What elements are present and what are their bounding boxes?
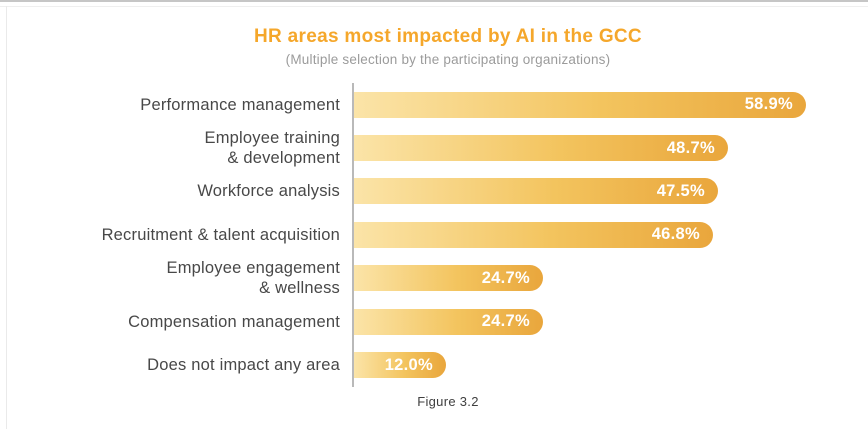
value-label: 24.7% [481,268,530,287]
bar-row-no-impact: Does not impact any area 12.0% [0,343,868,387]
bar-no-impact: 12.0% [354,352,446,379]
bar-chart: Performance management 58.9% Employee tr… [0,83,868,387]
chart-header: HR areas most impacted by AI in the GCC … [14,0,868,67]
chart-title: HR areas most impacted by AI in the GCC [254,26,642,47]
bar-row-recruitment: Recruitment & talent acquisition 46.8% [0,213,868,257]
axis-line: 24.7% [352,256,868,300]
axis-line: 46.8% [352,213,868,257]
value-label: 24.7% [481,312,530,331]
bar-performance-management: 58.9% [354,91,806,118]
axis-line: 12.0% [352,343,868,387]
page-edge-top [0,0,868,2]
value-label: 48.7% [666,138,715,157]
category-label: Recruitment & talent acquisition [101,225,340,244]
category-label: Does not impact any area [147,356,340,375]
category-label: Workforce analysis [197,182,340,201]
bar-recruitment: 46.8% [354,221,713,248]
bar-row-employee-engagement: Employee engagement & wellness 24.7% [0,256,868,300]
value-label: 12.0% [384,355,433,374]
axis-line: 47.5% [352,169,868,214]
axis-line: 24.7% [352,299,868,344]
axis-line: 58.9% [352,83,868,127]
value-label: 46.8% [651,225,700,244]
figure-caption: Figure 3.2 [417,393,479,409]
category-label: Performance management [140,95,340,114]
bar-row-workforce-analysis: Workforce analysis 47.5% [0,169,868,214]
page-edge-top-faint [0,6,868,7]
chart-subtitle: (Multiple selection by the participating… [285,52,611,67]
bar-row-employee-training: Employee training & development 48.7% [0,126,868,170]
bar-row-compensation: Compensation management 24.7% [0,299,868,344]
category-label: Employee training & development [204,129,340,168]
page-edge-left [6,6,7,429]
bar-workforce-analysis: 47.5% [354,178,718,205]
bar-row-performance-management: Performance management 58.9% [0,83,868,127]
category-label: Compensation management [128,312,340,331]
bar-employee-training: 48.7% [354,135,728,162]
category-label: Employee engagement & wellness [166,259,340,298]
axis-line: 48.7% [352,126,868,170]
value-label: 47.5% [656,181,705,200]
bar-employee-engagement: 24.7% [354,265,543,292]
value-label: 58.9% [744,95,793,114]
bar-compensation: 24.7% [354,308,543,335]
